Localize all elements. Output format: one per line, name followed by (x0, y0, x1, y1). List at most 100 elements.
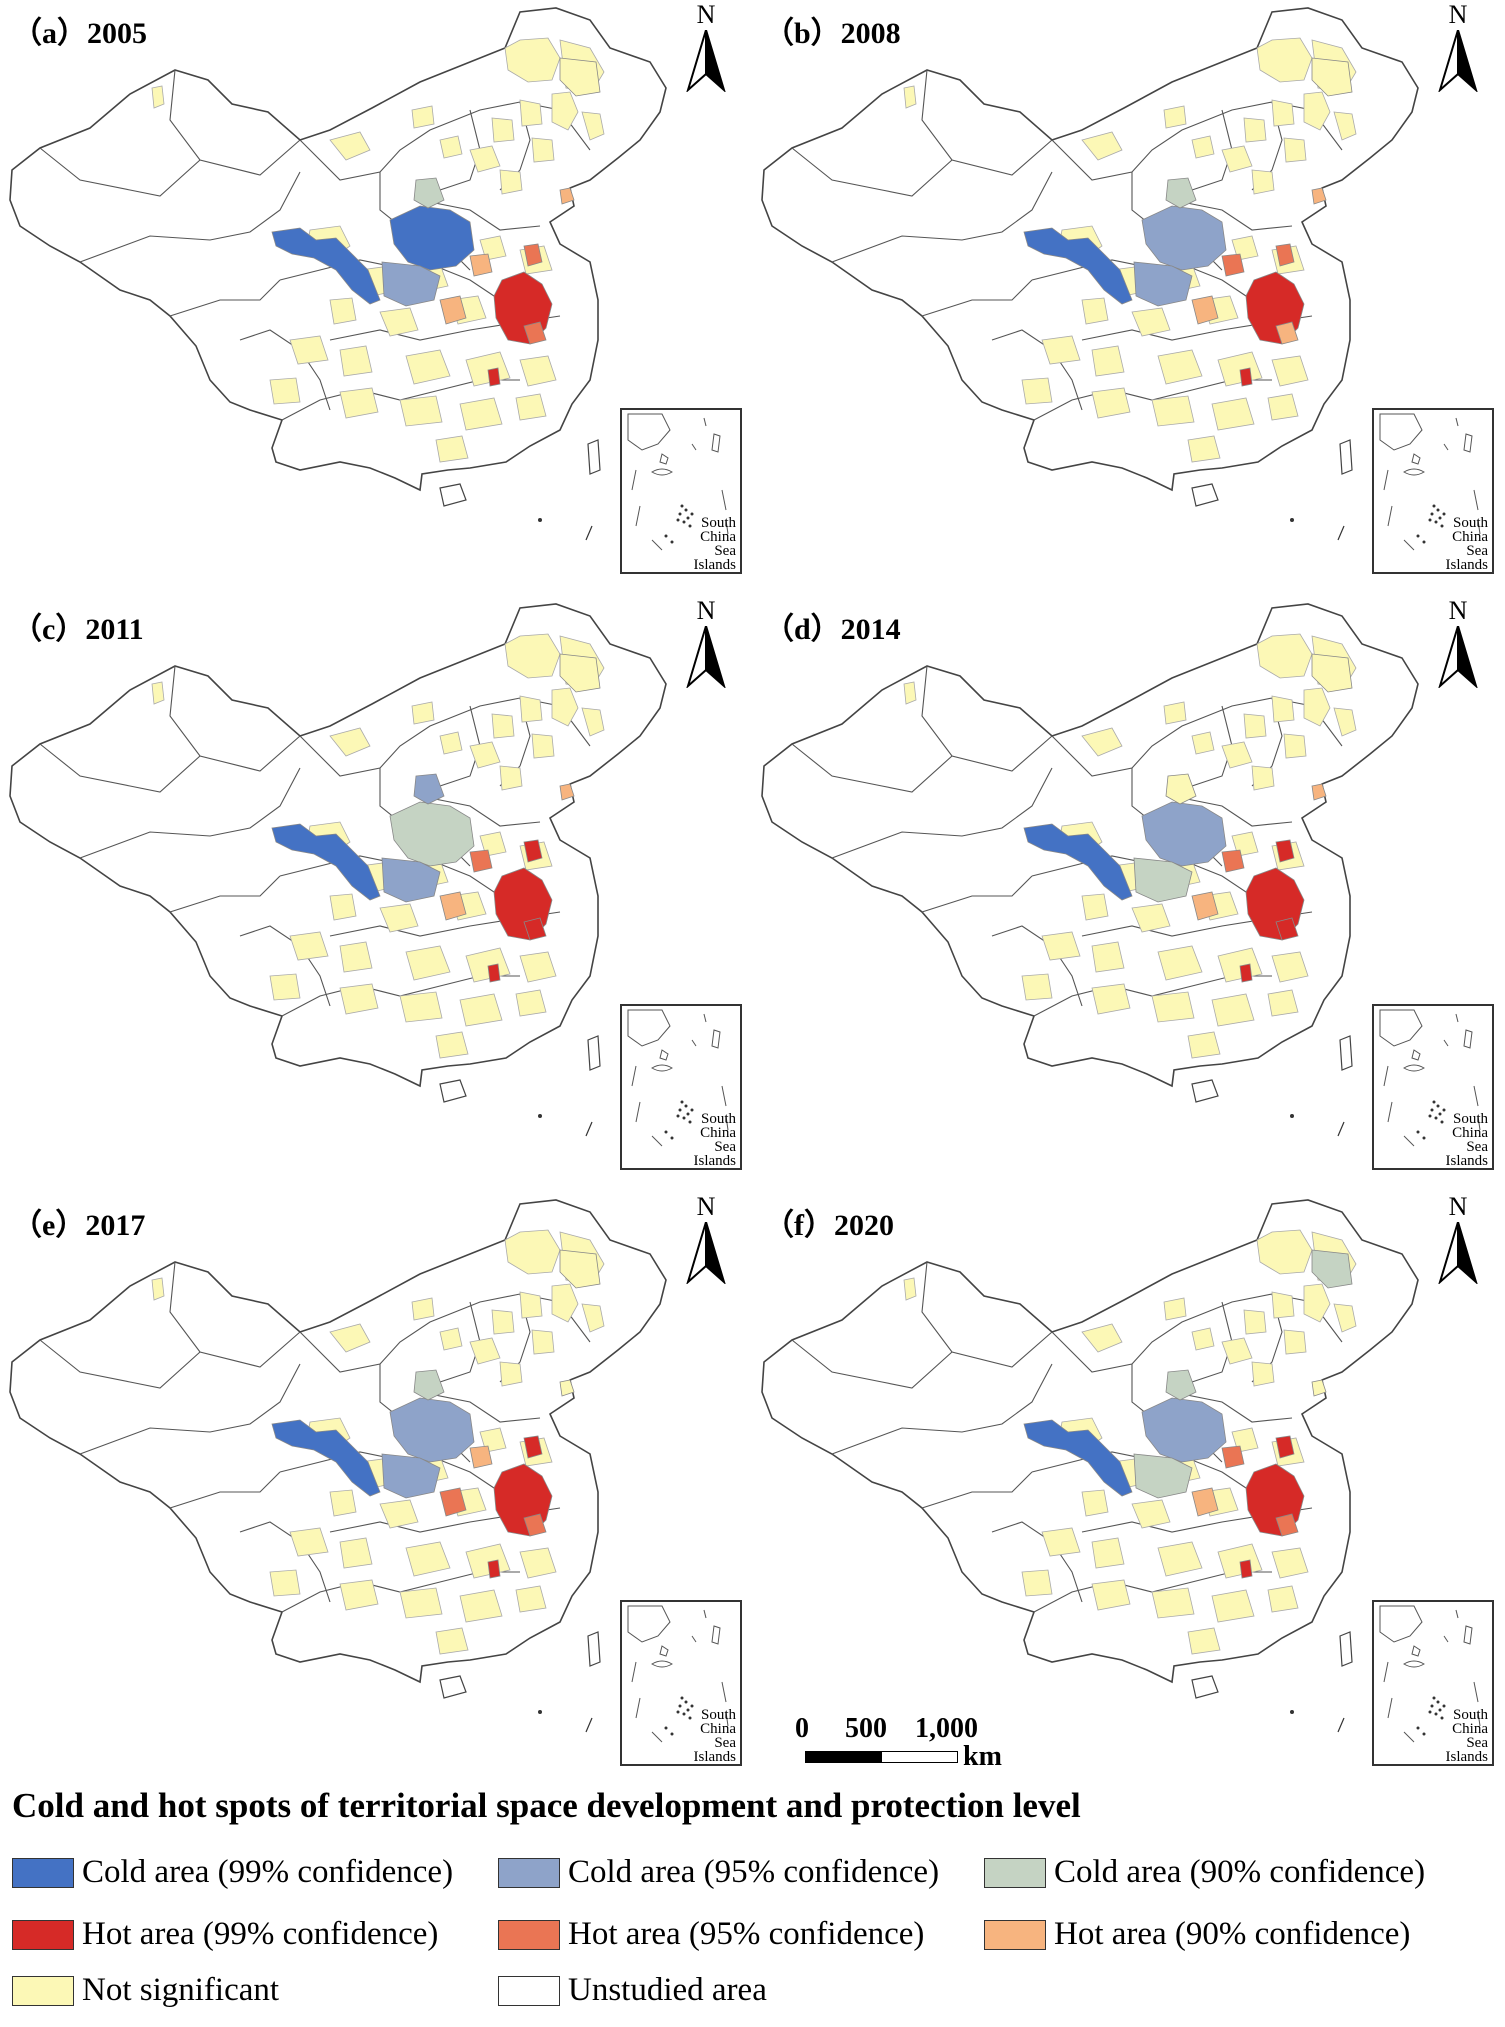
legend-swatch (984, 1858, 1046, 1888)
region-ne1 (559, 1379, 575, 1397)
region-not-significant (903, 681, 917, 705)
region-coldN (413, 177, 445, 209)
region-coldN (1165, 773, 1197, 805)
province-border (1171, 795, 1293, 827)
china-map (761, 1199, 1419, 1733)
region-coldM (1141, 205, 1227, 271)
inset-boundary-dash (703, 417, 707, 427)
region-not-significant (1131, 903, 1171, 933)
province-border (39, 147, 201, 197)
region-coldS (1133, 261, 1193, 307)
inset-boundary-dash (721, 1681, 727, 1703)
legend-title: Cold and hot spots of territorial space … (12, 1786, 1081, 1825)
region-not-significant (515, 393, 547, 421)
inset-boundary-dash (725, 1115, 729, 1131)
inset-island-dot (690, 1704, 694, 1708)
province-border (169, 875, 281, 913)
region-coldS (1133, 1453, 1193, 1499)
south-china-sea-inset: South China Sea Islands (1372, 1004, 1494, 1170)
scale-tick-1000: 1,000 (915, 1713, 978, 1744)
region-not-significant (1187, 435, 1221, 463)
inset-boundary-dash (1473, 489, 1479, 511)
region-not-significant (581, 1303, 605, 1333)
inset-island-dot (676, 1114, 680, 1118)
inset-island-dot (1422, 1136, 1426, 1140)
region-hotN (523, 1435, 543, 1459)
china-map (9, 603, 667, 1137)
inset-islands (1403, 468, 1425, 476)
north-letter: N (1448, 1192, 1468, 1221)
region-hotN (523, 839, 543, 863)
region-not-significant (1041, 1527, 1081, 1557)
region-hotSm (1239, 1559, 1253, 1579)
inset-island-dot (664, 1726, 668, 1730)
region-not-significant (1091, 1537, 1125, 1569)
inset-boundary-dash (1473, 1085, 1479, 1107)
region-coldM (1141, 1397, 1227, 1463)
china-map (761, 7, 1419, 541)
province-border (921, 1471, 1033, 1509)
legend-label: Cold area (95% confidence) (568, 1854, 940, 1890)
inset-island-dot (682, 520, 686, 524)
region-coldW (1023, 1419, 1133, 1497)
inset-label: South China Sea Islands (693, 1111, 737, 1169)
region-ne2 (559, 653, 601, 693)
inset-boundary-dash (1473, 1681, 1479, 1703)
south-china-sea-inset: South China Sea Islands (620, 408, 742, 574)
hainan-island (439, 483, 467, 507)
inset-island-dot (670, 1136, 674, 1140)
inset-island-dot (1440, 524, 1444, 528)
region-hotC (1191, 1487, 1219, 1517)
region-not-significant (504, 633, 561, 679)
china-map (761, 603, 1419, 1137)
inset-taiwan (711, 1625, 721, 1645)
legend-label: Not significant (82, 1972, 280, 2008)
inset-boundary-dash (1455, 1609, 1459, 1619)
inset-hainan (1411, 1645, 1421, 1657)
region-not-significant (903, 85, 917, 109)
province-border (1171, 199, 1293, 231)
province-border (439, 705, 481, 787)
north-letter: N (696, 0, 716, 29)
region-not-significant (519, 1547, 557, 1579)
region-not-significant (1243, 713, 1267, 739)
region-ne2 (559, 1249, 601, 1289)
inset-boundary-dash (1443, 1039, 1449, 1047)
inset-island-dot (686, 1112, 690, 1116)
region-not-significant (491, 713, 515, 739)
region-not-significant (1157, 349, 1203, 385)
inset-island-dot (680, 504, 684, 508)
region-hotC (1191, 295, 1219, 325)
inset-island-dot (664, 534, 668, 538)
region-hotSm (1239, 367, 1253, 387)
hainan-island (439, 1675, 467, 1699)
inset-island-dot (682, 1712, 686, 1716)
inset-island-dot (1440, 1120, 1444, 1124)
province-border (1051, 697, 1343, 777)
region-not-significant (329, 1489, 357, 1517)
region-coldW (271, 823, 381, 901)
map-panel-2011: （c）2011 N South China Sea Islands (0, 596, 752, 1192)
inset-island-dot (1438, 1112, 1442, 1116)
region-not-significant (1243, 117, 1267, 143)
region-not-significant (1081, 727, 1123, 757)
province-border (79, 171, 301, 263)
scale-tick-0: 0 (795, 1713, 809, 1744)
region-not-significant (269, 973, 301, 1001)
region-not-significant (339, 983, 379, 1015)
inset-islands (1403, 1064, 1425, 1072)
region-not-significant (1271, 355, 1309, 387)
region-not-significant (504, 1229, 561, 1275)
inset-boundary-dash (651, 1135, 663, 1147)
province-border (1191, 109, 1233, 191)
inset-island-dot (1422, 540, 1426, 544)
inset-boundary-dash (1443, 1635, 1449, 1643)
inset-coast (1379, 1009, 1423, 1047)
province-border (791, 743, 953, 793)
north-arrow-icon (686, 30, 726, 92)
region-coldM (1141, 801, 1227, 867)
inset-hainan (1411, 1049, 1421, 1061)
region-not-significant (289, 1527, 329, 1557)
region-not-significant (551, 1283, 579, 1323)
region-not-significant (1333, 111, 1357, 141)
